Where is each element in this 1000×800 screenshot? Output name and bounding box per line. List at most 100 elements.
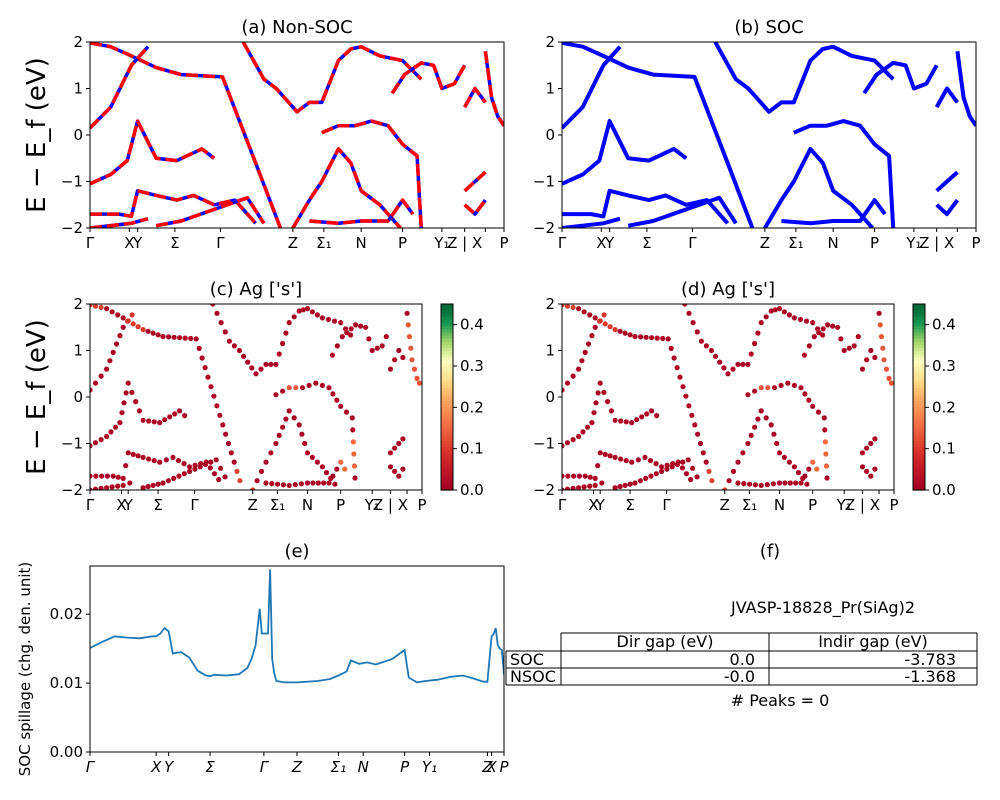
band-line — [562, 42, 755, 228]
data-point — [721, 365, 727, 371]
y-tick-label-d: 2 — [545, 295, 555, 313]
colorbar-segment — [441, 406, 453, 410]
data-point — [273, 392, 279, 398]
data-point — [877, 322, 883, 328]
panel-d: (d) Ag ['s'] −2 −1 0 1 2 Γ XY Σ Γ Z Σ₁ N P Y₁Z | X P 0.0… — [533, 279, 956, 514]
data-point — [280, 340, 286, 347]
data-point — [778, 382, 784, 388]
data-point — [881, 357, 887, 363]
x-tick-label-e: Z — [291, 758, 303, 776]
data-point — [332, 318, 338, 324]
data-point — [119, 410, 125, 416]
points-d — [562, 304, 894, 490]
colorbar-segment — [441, 424, 453, 429]
data-point — [668, 345, 674, 351]
data-point — [815, 409, 822, 415]
data-point — [774, 440, 780, 447]
x-tick-label-c: P — [417, 496, 426, 514]
data-point — [170, 454, 176, 460]
data-point — [145, 483, 151, 490]
colorbar-segment — [913, 409, 925, 414]
data-point — [188, 335, 194, 342]
data-point — [717, 359, 723, 365]
data-point — [820, 332, 826, 338]
data-point — [564, 486, 571, 490]
panel-c: (c) Ag ['s'] −2 −1 0 1 2 Γ XY Σ Γ Z Σ₁ N P Y₁Z | X P E −… — [22, 279, 484, 514]
data-point — [659, 468, 665, 474]
data-point — [326, 385, 332, 391]
colorbar-segment — [441, 325, 453, 330]
data-point — [205, 374, 211, 380]
data-point — [90, 473, 93, 479]
colorbar-segment — [913, 387, 925, 392]
colorbar-segment — [913, 384, 925, 389]
x-tick-label-a: Y — [132, 234, 143, 252]
data-point — [405, 322, 411, 328]
x-tick-label-a: Σ₁ — [316, 234, 332, 252]
spillage-line — [90, 569, 504, 684]
data-point — [114, 341, 120, 347]
colorbar-segment — [441, 477, 453, 482]
band-line-soc — [90, 189, 257, 225]
data-point — [223, 431, 229, 437]
data-point — [802, 391, 808, 397]
colorbar-segment — [441, 393, 453, 398]
data-point — [597, 318, 603, 324]
colorbar-segment — [913, 325, 925, 330]
colorbar-segment — [441, 468, 453, 472]
colorbar-tick-label: 0.3 — [932, 357, 956, 375]
data-point — [680, 384, 686, 390]
data-point — [690, 320, 696, 326]
colorbar-segment — [913, 449, 925, 454]
data-point — [104, 306, 110, 312]
data-point — [298, 481, 304, 487]
data-point — [369, 347, 375, 354]
colorbar-segment — [441, 331, 453, 336]
data-point — [765, 385, 771, 391]
colorbar-segment — [441, 387, 453, 392]
data-point — [810, 320, 816, 326]
data-point — [822, 439, 829, 445]
data-point — [612, 327, 618, 333]
data-point — [104, 473, 110, 479]
colorbar-segment — [441, 316, 453, 321]
data-point — [416, 380, 422, 386]
data-point — [763, 415, 769, 421]
colorbar-segment — [913, 415, 925, 420]
x-tick-label-b: Y — [604, 234, 615, 252]
data-point — [587, 312, 593, 318]
data-point — [171, 475, 177, 481]
x-tick-label-e: Σ — [205, 758, 215, 776]
data-point — [414, 375, 420, 381]
data-point — [674, 461, 681, 467]
data-point — [286, 385, 292, 391]
band-line-nonsoc — [309, 198, 415, 226]
colorbar-segment — [441, 437, 453, 441]
data-point — [363, 324, 369, 330]
data-point — [587, 483, 593, 489]
data-point — [283, 416, 289, 422]
data-point — [151, 458, 157, 464]
data-point — [123, 390, 129, 396]
x-tick-label-e: Σ₁ — [331, 758, 347, 776]
data-point — [694, 329, 700, 335]
data-point — [98, 373, 104, 379]
data-point — [692, 422, 698, 428]
data-point — [601, 312, 607, 318]
data-point — [768, 422, 774, 428]
data-point — [182, 413, 188, 419]
data-point — [644, 411, 650, 417]
data-point — [806, 343, 812, 349]
colorbar-segment — [913, 347, 925, 352]
data-point — [740, 450, 746, 456]
data-point — [268, 361, 274, 367]
data-point — [607, 453, 613, 459]
data-point — [562, 304, 565, 308]
data-point — [791, 382, 798, 388]
data-point — [366, 336, 372, 342]
x-tick-label-d: P — [889, 496, 898, 514]
colorbar-segment — [913, 331, 925, 336]
x-tick-label-b: Y₁ — [905, 234, 921, 252]
data-point — [348, 332, 354, 338]
data-point — [793, 480, 799, 486]
